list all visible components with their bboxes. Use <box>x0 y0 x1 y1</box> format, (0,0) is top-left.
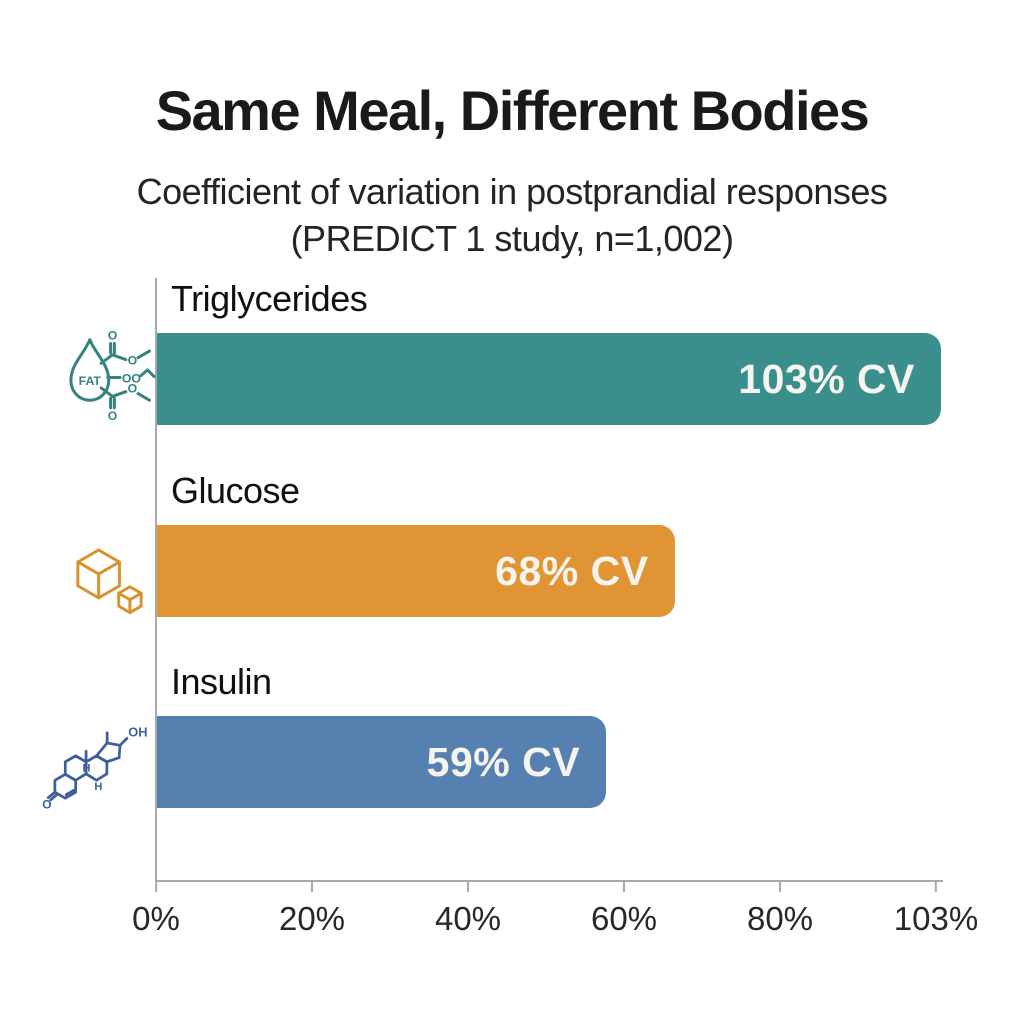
page-title: Same Meal, Different Bodies <box>155 79 870 142</box>
tick-label: 20% <box>278 900 346 937</box>
sugar-cubes-icon <box>60 534 152 624</box>
svg-text:FAT: FAT <box>79 374 102 388</box>
bar-glucose: 68% CV <box>157 525 675 617</box>
x-tick: 60% <box>591 882 657 938</box>
svg-text:O: O <box>128 353 138 367</box>
tick-label: 80% <box>746 900 814 937</box>
insulin-molecule-icon: O OH H H <box>40 720 166 812</box>
tick-mark <box>154 882 157 892</box>
svg-text:O: O <box>42 797 51 811</box>
svg-text:H: H <box>94 781 102 793</box>
bar-row-triglycerides: Triglycerides 103% CV <box>157 278 941 425</box>
bar-value-label: 68% CV <box>495 547 649 594</box>
subtitle-line-1: Coefficient of variation in postprandial… <box>136 171 888 212</box>
tick-label: 40% <box>434 900 502 937</box>
tick-mark <box>467 882 469 892</box>
tick-label: 0% <box>132 900 180 937</box>
fat-molecule-icon: FAT O O O O O O <box>52 326 156 430</box>
bar-row-glucose: Glucose 68% CV <box>157 470 941 617</box>
bar-insulin: 59% CV <box>157 716 607 808</box>
x-tick: 0% <box>132 882 180 938</box>
tick-label: 60% <box>590 900 658 937</box>
category-label: Insulin <box>171 661 272 702</box>
bar-triglycerides: 103% CV <box>157 333 941 425</box>
x-axis-line <box>155 880 943 882</box>
page-subtitle: Coefficient of variation in postprandial… <box>0 169 1024 263</box>
chart-header: Same Meal, Different Bodies Coefficient … <box>0 78 1024 263</box>
x-tick: 80% <box>747 882 813 938</box>
tick-mark <box>311 882 313 892</box>
svg-text:O: O <box>108 329 118 343</box>
tick-mark <box>779 882 781 892</box>
x-tick: 20% <box>279 882 345 938</box>
x-tick: 103% <box>894 882 978 938</box>
tick-mark <box>623 882 625 892</box>
x-tick: 40% <box>435 882 501 938</box>
svg-text:H: H <box>82 763 90 775</box>
y-axis-line <box>155 278 157 882</box>
svg-text:O: O <box>128 382 138 396</box>
x-axis-ticks: 0% 20% 40% 60% 80% 103% <box>132 882 978 952</box>
subtitle-line-2: (PREDICT 1 study, n=1,002) <box>290 217 734 259</box>
bar-row-insulin: Insulin 59% CV <box>157 661 941 808</box>
svg-text:OH: OH <box>128 725 147 740</box>
category-label: Triglycerides <box>171 278 368 319</box>
bar-value-label: 103% CV <box>738 355 915 402</box>
tick-mark <box>935 882 937 892</box>
category-label: Glucose <box>171 470 300 511</box>
svg-text:O: O <box>122 371 132 385</box>
tick-label: 103% <box>893 900 979 937</box>
svg-text:O: O <box>131 371 141 385</box>
svg-text:O: O <box>108 409 118 423</box>
bar-value-label: 59% CV <box>426 738 581 785</box>
